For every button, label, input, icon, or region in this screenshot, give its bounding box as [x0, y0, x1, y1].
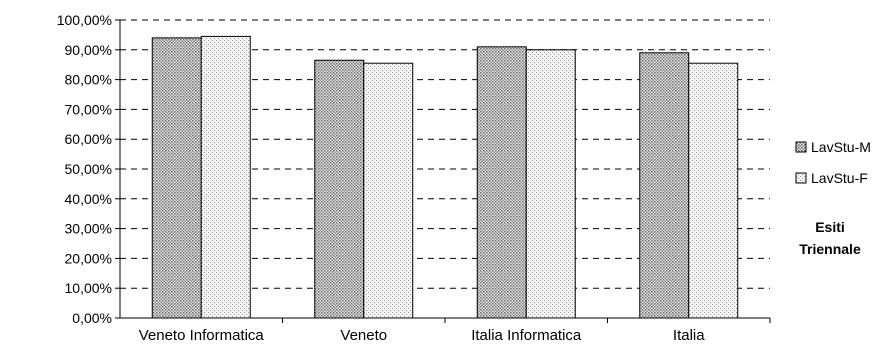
x-category-label: Veneto	[340, 327, 387, 344]
legend-label: LavStu-F	[811, 170, 868, 186]
y-tick-label: 80,00%	[65, 72, 112, 88]
bar-lavstu-f-0	[200, 35, 251, 319]
y-tick-label: 20,00%	[65, 250, 112, 266]
bars	[151, 35, 739, 319]
bar-lavstu-f-1	[363, 62, 414, 319]
legend-swatch	[795, 172, 807, 184]
legend: LavStu-M LavStu-F	[795, 139, 871, 186]
y-tick-labels: 0,00% 10,00% 20,00% 30,00% 40,00% 50,00% 60,00…	[57, 12, 112, 326]
bar-lavstu-f-2	[525, 49, 576, 319]
y-tick-label: 40,00%	[65, 191, 112, 207]
axes	[115, 19, 771, 323]
x-category-label: Italia Informatica	[471, 327, 582, 344]
bar-lavstu-m-1	[314, 59, 365, 319]
bar-lavstu-m-0	[151, 37, 202, 319]
y-tick-label: 70,00%	[65, 101, 112, 117]
bar-lavstu-m-3	[639, 52, 690, 319]
y-tick-label: 0,00%	[72, 310, 112, 326]
side-title-line: Esiti	[815, 219, 845, 235]
y-tick-label: 30,00%	[65, 221, 112, 237]
y-tick-label: 100,00%	[57, 12, 112, 28]
bar-lavstu-m-2	[476, 46, 527, 319]
x-category-label: Italia	[673, 327, 705, 344]
side-title: Esiti Triennale	[799, 219, 861, 257]
legend-swatch	[795, 141, 807, 153]
side-title-line: Triennale	[799, 241, 861, 257]
x-category-label: Veneto Informatica	[139, 327, 265, 344]
x-category-labels: Veneto Informatica Veneto Italia Informati…	[139, 327, 706, 344]
y-tick-label: 90,00%	[65, 42, 112, 58]
y-tick-label: 10,00%	[65, 280, 112, 296]
y-tick-label: 50,00%	[65, 161, 112, 177]
legend-label: LavStu-M	[811, 139, 871, 155]
y-tick-label: 60,00%	[65, 131, 112, 147]
bar-lavstu-f-3	[688, 62, 739, 319]
